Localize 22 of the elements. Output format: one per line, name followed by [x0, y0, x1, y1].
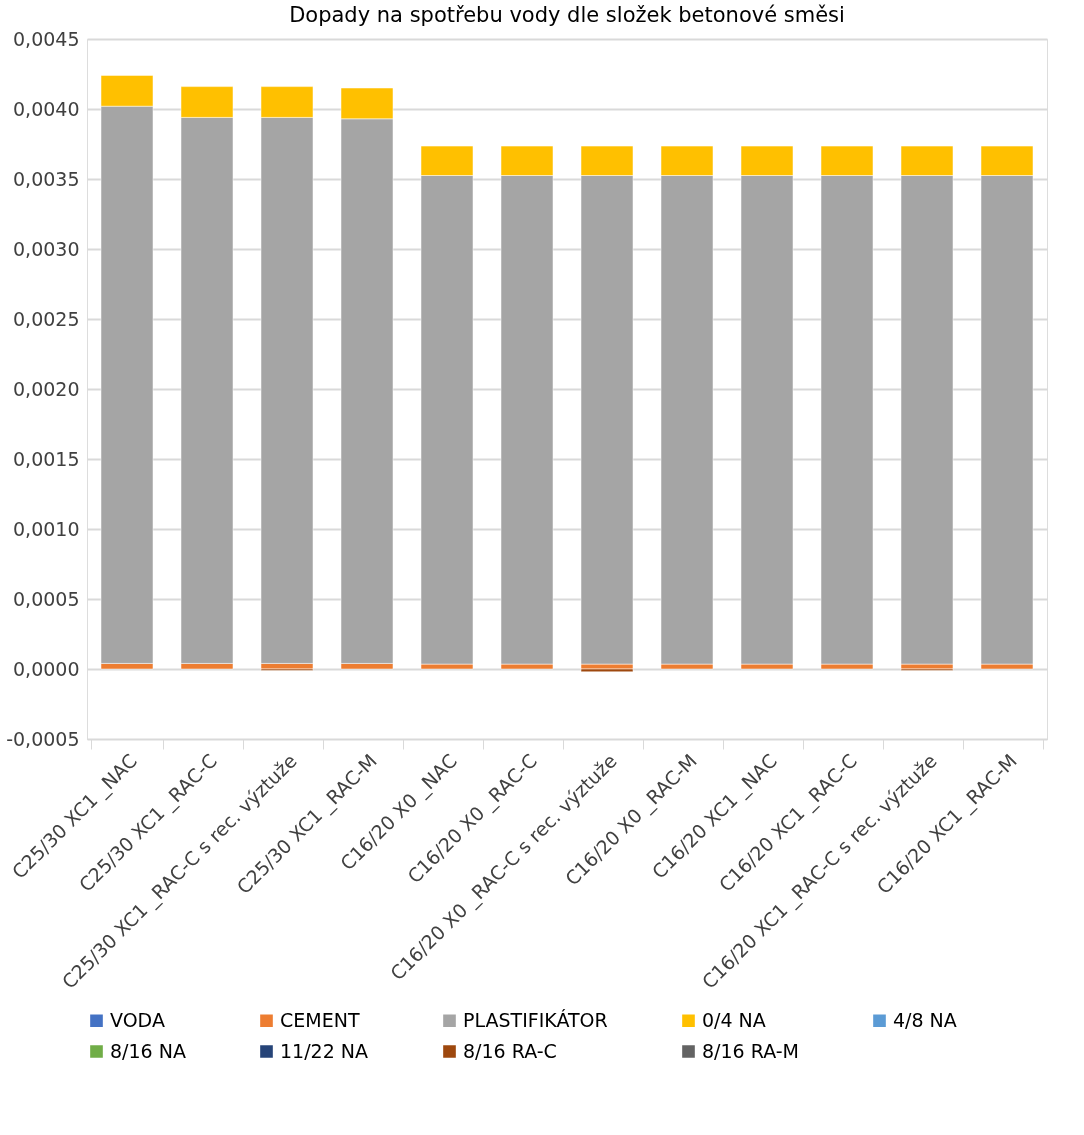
y-tick-label: 0,0045: [13, 27, 80, 50]
y-tick-label: 0,0035: [13, 167, 80, 190]
legend-label: 11/22 NA: [280, 1039, 369, 1062]
y-tick-label: 0,0000: [13, 657, 80, 680]
legend-label: 4/8 NA: [893, 1008, 957, 1031]
legend-label: CEMENT: [280, 1008, 360, 1031]
y-tick-label: 0,0010: [13, 517, 80, 540]
y-tick-label: 0,0020: [13, 377, 80, 400]
y-tick-label: 0,0005: [13, 587, 80, 610]
legend-label: 8/16 RA-C: [463, 1039, 557, 1062]
y-tick-label: 0,0030: [13, 237, 80, 260]
bar: [580, 668, 634, 673]
legend-label: 0/4 NA: [702, 1008, 766, 1031]
y-tick-label: -0,0005: [6, 727, 80, 750]
legend-label: 8/16 RA-M: [702, 1039, 799, 1062]
legend-label: PLASTIFIKÁTOR: [463, 1008, 608, 1031]
y-tick-label: 0,0015: [13, 447, 80, 470]
legend-label: 8/16 NA: [110, 1039, 186, 1062]
y-tick-label: 0,0025: [13, 307, 80, 330]
chart-title: Dopady na spotřebu vody dle složek betonové směsi: [289, 3, 845, 27]
y-tick-label: 0,0040: [13, 97, 80, 120]
legend-label: VODA: [110, 1008, 165, 1031]
